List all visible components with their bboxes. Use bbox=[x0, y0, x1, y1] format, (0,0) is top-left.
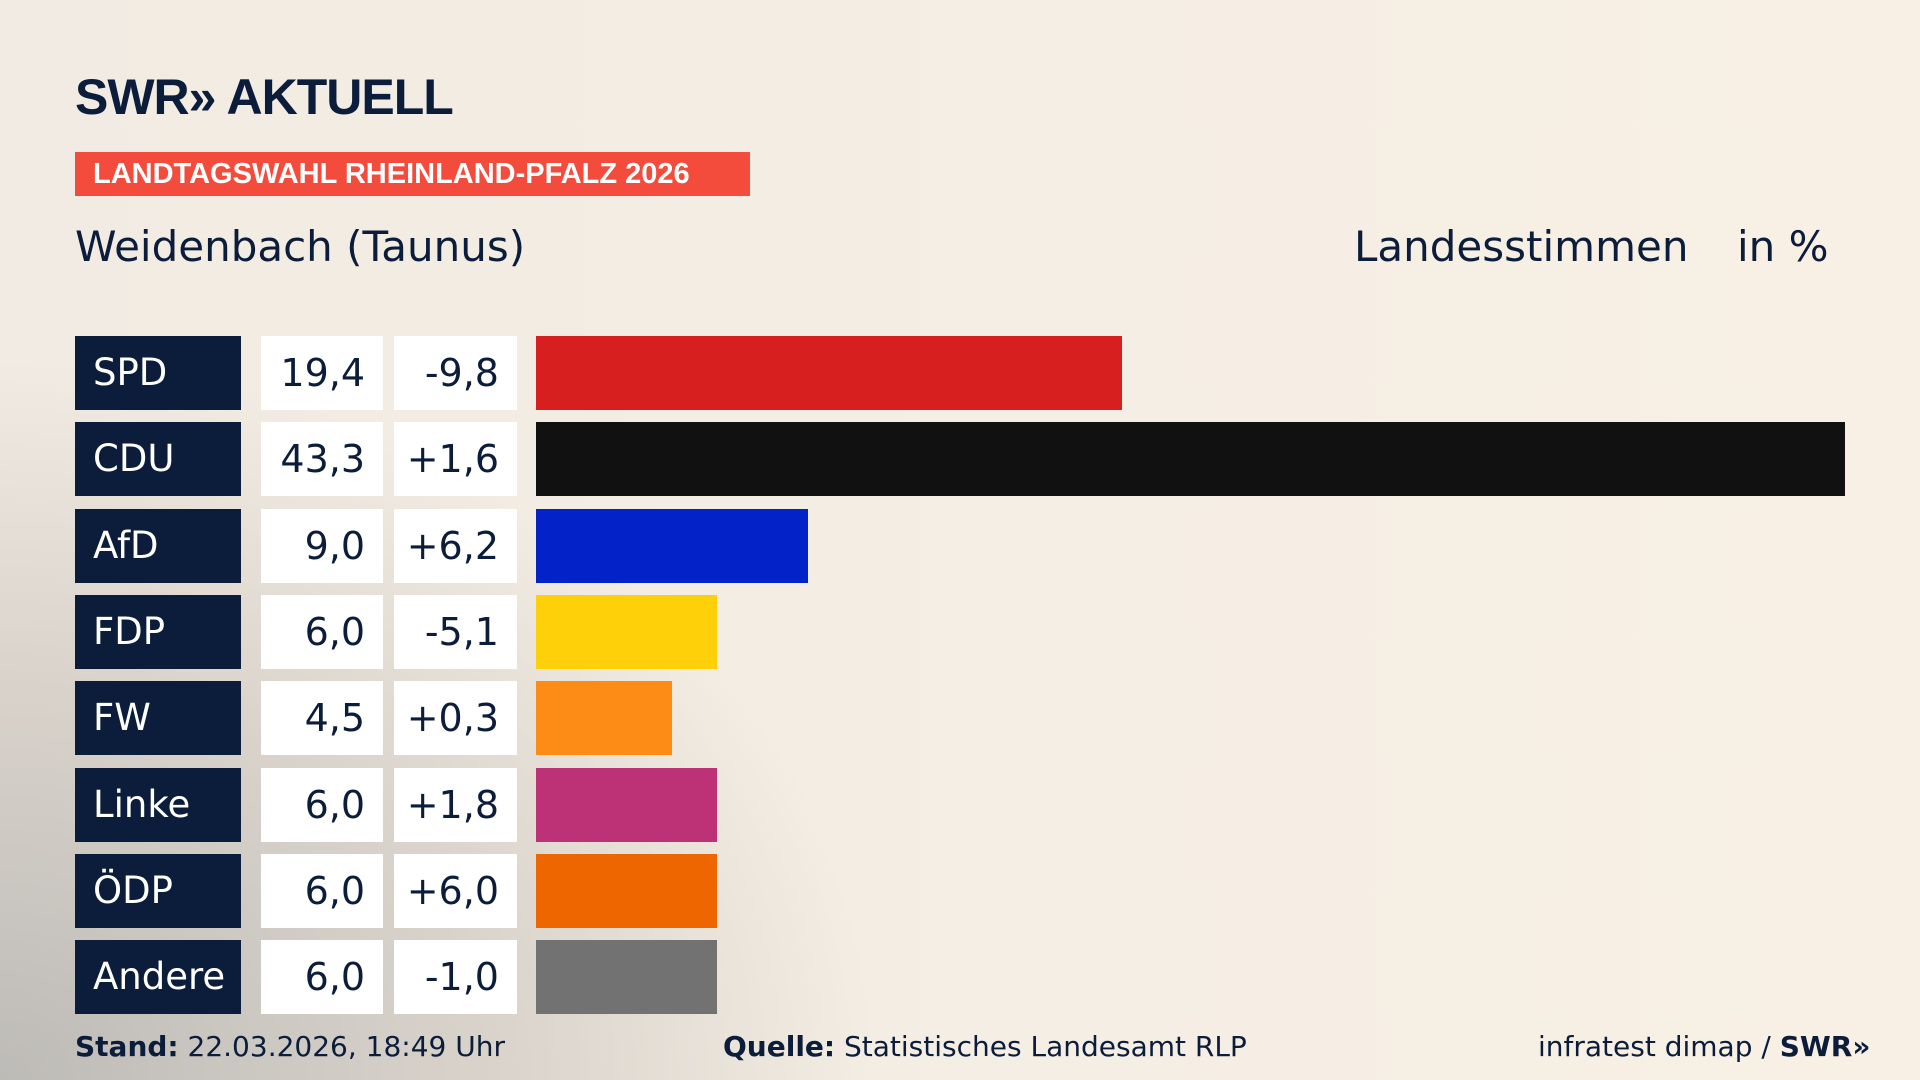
unit-label: in % bbox=[1737, 222, 1829, 271]
timestamp: Stand: 22.03.2026, 18:49 Uhr bbox=[75, 1030, 505, 1063]
party-label: FDP bbox=[75, 594, 241, 669]
swr-aktuell-logo: SWR» AKTUELL bbox=[75, 69, 454, 125]
party-row: Andere 6,0 -1,0 bbox=[75, 940, 1875, 1015]
source: Quelle: Statistisches Landesamt RLP bbox=[723, 1030, 1247, 1063]
party-label: CDU bbox=[75, 422, 241, 497]
party-row: SPD 19,4 -9,8 bbox=[75, 336, 1875, 410]
bar-ödp bbox=[536, 853, 718, 928]
diff-label: +6,0 bbox=[394, 853, 517, 928]
bar-cdu bbox=[536, 422, 1845, 497]
party-label: ÖDP bbox=[75, 853, 241, 928]
party-row: CDU 43,3 +1,6 bbox=[75, 422, 1875, 497]
bar-spd bbox=[536, 336, 1123, 410]
party-label: SPD bbox=[75, 336, 241, 410]
source-value: Statistisches Landesamt RLP bbox=[844, 1030, 1247, 1063]
value-label: 43,3 bbox=[261, 422, 383, 497]
bar-fw bbox=[536, 681, 673, 756]
value-label: 19,4 bbox=[261, 336, 383, 410]
credit: infratest dimap / SWR» bbox=[1538, 1030, 1870, 1063]
party-label: AfD bbox=[75, 508, 241, 583]
bar-afd bbox=[536, 508, 809, 583]
diff-label: -9,8 bbox=[394, 336, 517, 410]
location-title: Weidenbach (Taunus) bbox=[75, 222, 526, 271]
election-banner: LANDTAGSWAHL RHEINLAND-PFALZ 2026 bbox=[75, 152, 750, 196]
source-label: Quelle: bbox=[723, 1030, 836, 1063]
party-label: Andere bbox=[75, 940, 241, 1015]
party-row: FW 4,5 +0,3 bbox=[75, 681, 1875, 756]
value-label: 6,0 bbox=[261, 767, 383, 842]
party-label: Linke bbox=[75, 767, 241, 842]
diff-label: +1,6 bbox=[394, 422, 517, 497]
bar-linke bbox=[536, 767, 718, 842]
bar-andere bbox=[536, 940, 718, 1015]
swr-logo: SWR» bbox=[1779, 1030, 1871, 1063]
diff-label: -1,0 bbox=[394, 940, 517, 1015]
credit-text: infratest dimap / bbox=[1538, 1030, 1780, 1063]
value-label: 6,0 bbox=[261, 853, 383, 928]
diff-label: +1,8 bbox=[394, 767, 517, 842]
value-label: 9,0 bbox=[261, 508, 383, 583]
party-label: FW bbox=[75, 681, 241, 756]
diff-label: -5,1 bbox=[394, 594, 517, 669]
party-row: ÖDP 6,0 +6,0 bbox=[75, 853, 1875, 928]
party-row: FDP 6,0 -5,1 bbox=[75, 594, 1875, 669]
diff-label: +6,2 bbox=[394, 508, 517, 583]
diff-label: +0,3 bbox=[394, 681, 517, 756]
stand-value: 22.03.2026, 18:49 Uhr bbox=[187, 1030, 505, 1063]
bar-fdp bbox=[536, 594, 718, 669]
value-label: 6,0 bbox=[261, 940, 383, 1015]
stand-label: Stand: bbox=[75, 1030, 179, 1063]
vote-type-label: Landesstimmen bbox=[1354, 222, 1689, 271]
party-row: Linke 6,0 +1,8 bbox=[75, 767, 1875, 842]
value-label: 6,0 bbox=[261, 594, 383, 669]
value-label: 4,5 bbox=[261, 681, 383, 756]
party-row: AfD 9,0 +6,2 bbox=[75, 508, 1875, 583]
